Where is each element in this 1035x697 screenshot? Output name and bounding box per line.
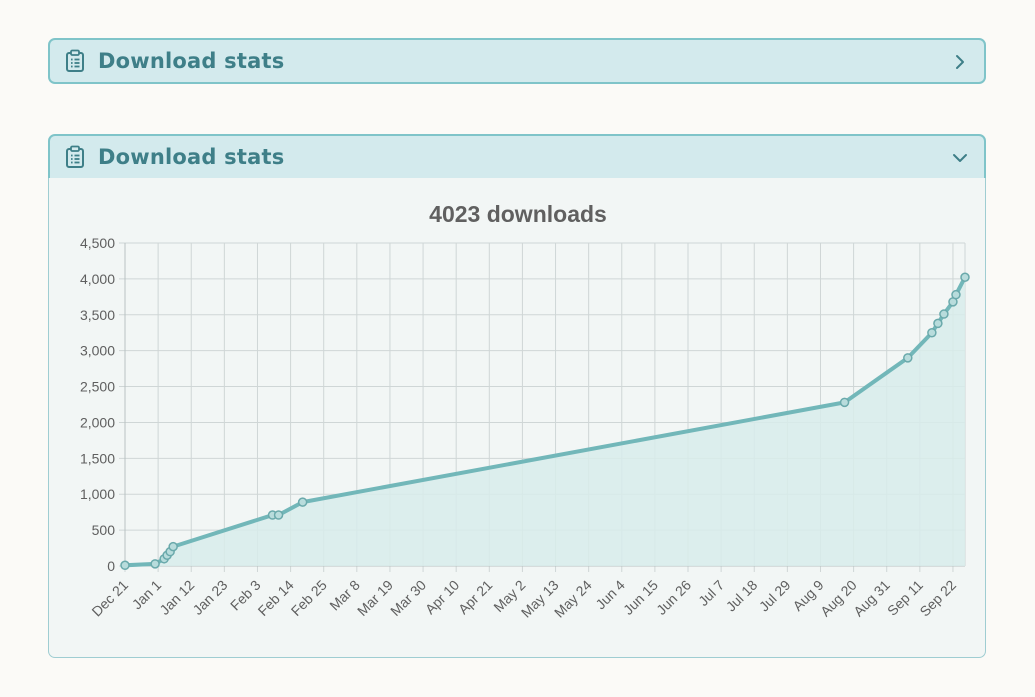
data-point: [960, 272, 970, 282]
x-tick-label: Aug 31: [850, 577, 893, 620]
download-stats-panel-body: 4023 downloads 0 500 1,000 1,500 2,000 2,500 3…: [48, 178, 986, 658]
x-tick-label: Apr 21: [455, 577, 496, 618]
data-point: [120, 560, 130, 571]
x-tick-label: Mar 19: [354, 577, 396, 619]
data-point: [297, 497, 308, 507]
x-tick-label: Dec 21: [88, 577, 131, 620]
x-tick-label: Jul 29: [756, 577, 794, 615]
data-point: [839, 397, 850, 408]
y-tick-label: 4,000: [80, 271, 115, 287]
y-tick-label: 2,000: [80, 414, 115, 430]
data-point: [168, 541, 178, 552]
x-tick-label: Feb 14: [255, 577, 297, 619]
chevron-right-icon[interactable]: [950, 52, 970, 72]
panel-title: Download stats: [98, 145, 285, 169]
x-tick-label: Jan 12: [156, 577, 197, 618]
data-point: [939, 309, 949, 319]
y-tick-label: 1,500: [80, 450, 115, 466]
x-tick-label: Aug 20: [817, 577, 860, 620]
x-tick-label: Feb 25: [288, 577, 330, 619]
x-tick-label: Jul 18: [723, 577, 761, 615]
y-tick-label: 0: [107, 558, 115, 574]
chart-title: 4023 downloads: [429, 201, 607, 227]
y-tick-label: 4,500: [80, 235, 115, 251]
y-tick-label: 1,000: [80, 486, 115, 502]
downloads-chart: 4023 downloads 0 500 1,000 1,500 2,000 2,500 3…: [80, 201, 970, 621]
data-point: [951, 289, 961, 300]
downloads-area: [125, 277, 965, 566]
x-tick-label: Jan 23: [189, 577, 230, 618]
y-tick-label: 3,000: [80, 343, 115, 359]
download-stats-header-expanded[interactable]: Download stats: [48, 134, 986, 180]
x-tick-label: Apr 10: [422, 577, 463, 618]
clipboard-list-icon: [64, 145, 86, 169]
chevron-down-icon[interactable]: [950, 148, 970, 168]
y-tick-label: 2,500: [80, 379, 115, 395]
data-point: [927, 327, 937, 338]
x-tick-label: Mar 30: [387, 577, 429, 619]
y-tick-label: 500: [92, 522, 116, 538]
x-tick-label: Jun 15: [620, 577, 661, 618]
panel-title: Download stats: [98, 49, 285, 73]
data-point: [150, 559, 160, 569]
x-tick-label: Jun 26: [653, 577, 694, 618]
x-tick-label: Sep 22: [916, 577, 959, 620]
clipboard-list-icon: [64, 49, 86, 73]
data-point: [903, 353, 913, 363]
data-point: [273, 510, 284, 520]
data-point: [933, 318, 943, 329]
x-tick-label: May 24: [551, 577, 595, 621]
y-tick-label: 3,500: [80, 307, 115, 323]
download-stats-header-collapsed[interactable]: Download stats: [48, 38, 986, 84]
